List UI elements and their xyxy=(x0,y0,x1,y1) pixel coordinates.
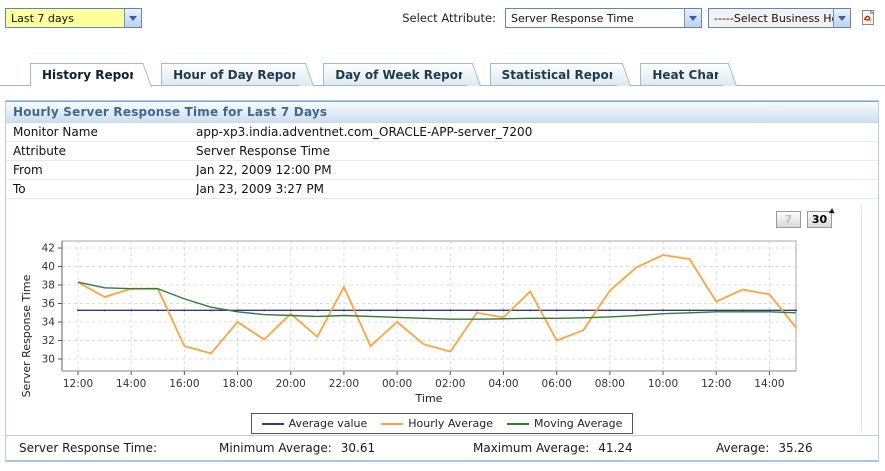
svg-text:08:00: 08:00 xyxy=(595,378,625,390)
to-date-value: Jan 23, 2009 3:27 PM xyxy=(196,182,324,196)
tab-statistical-report[interactable]: Statistical Report xyxy=(489,63,623,85)
svg-text:12:00: 12:00 xyxy=(701,378,731,390)
tab-label: Statistical Report xyxy=(501,68,621,82)
svg-text:18:00: 18:00 xyxy=(222,378,252,390)
legend-label: Average value xyxy=(288,417,368,430)
svg-text:34: 34 xyxy=(42,317,56,329)
row-label: To xyxy=(13,182,26,196)
top-toolbar: Last 7 days Select Attribute: Server Res… xyxy=(5,7,877,29)
chart-legend: Average value Hourly Average Moving Aver… xyxy=(250,413,634,434)
minimum-average: Minimum Average: 30.61 xyxy=(219,441,473,455)
pdf-export-icon[interactable] xyxy=(859,9,877,27)
legend-item-hourly-average: Hourly Average xyxy=(381,417,493,430)
moving-average-swatch xyxy=(507,422,530,425)
svg-text:16:00: 16:00 xyxy=(169,378,199,390)
summary-prefix: Server Response Time: xyxy=(19,441,158,455)
tab-label: Heat Chart xyxy=(652,68,726,82)
report-info-table: Monitor Name app-xp3.india.adventnet.com… xyxy=(6,123,878,199)
tab-label: History Report xyxy=(42,68,142,82)
period-7-button[interactable]: 7 xyxy=(776,211,801,228)
svg-text:38: 38 xyxy=(42,280,55,292)
report-tabs: History Report Hour of Day Report Day of… xyxy=(0,61,885,86)
svg-text:14:00: 14:00 xyxy=(116,378,146,390)
average-value: 35.26 xyxy=(778,441,813,455)
svg-text:20:00: 20:00 xyxy=(276,378,306,390)
average-label: Average: xyxy=(716,441,770,455)
tab-label: Hour of Day Report xyxy=(173,68,304,82)
attribute-select[interactable]: Server Response Time xyxy=(505,8,702,28)
period-30-label: 30 xyxy=(811,213,828,226)
svg-text:42: 42 xyxy=(42,243,55,255)
chevron-down-icon xyxy=(833,9,850,27)
svg-text:06:00: 06:00 xyxy=(542,378,572,390)
tab-day-of-week-report[interactable]: Day of Week Report xyxy=(323,63,472,85)
minimum-average-label: Minimum Average: xyxy=(219,441,332,455)
svg-text:40: 40 xyxy=(42,261,55,273)
x-axis-label: Time xyxy=(415,392,443,405)
svg-text:00:00: 00:00 xyxy=(382,378,412,390)
legend-item-average-value: Average value xyxy=(261,417,368,430)
chart-cell-border xyxy=(861,205,862,433)
maximum-average-label: Maximum Average: xyxy=(473,441,590,455)
chevron-down-icon xyxy=(684,9,701,27)
report-title: Hourly Server Response Time for Last 7 D… xyxy=(6,101,878,123)
tab-heat-chart[interactable]: Heat Chart xyxy=(640,63,728,85)
tab-history-report[interactable]: History Report xyxy=(30,63,144,86)
row-label: Attribute xyxy=(13,144,66,158)
svg-text:36: 36 xyxy=(42,298,56,310)
attribute-select-value: Server Response Time xyxy=(511,12,634,25)
select-attribute-label: Select Attribute: xyxy=(402,11,496,25)
time-range-value: Last 7 days xyxy=(6,9,124,27)
hourly-average-swatch xyxy=(381,422,404,425)
report-panel: Hourly Server Response Time for Last 7 D… xyxy=(5,100,879,462)
legend-item-moving-average: Moving Average xyxy=(507,417,622,430)
legend-label: Moving Average xyxy=(534,417,623,430)
svg-text:04:00: 04:00 xyxy=(488,378,518,390)
svg-text:30: 30 xyxy=(42,354,55,366)
period-30-button[interactable]: 30 xyxy=(807,208,837,228)
svg-text:12:00: 12:00 xyxy=(63,378,93,390)
maximum-average-value: 41.24 xyxy=(598,441,633,455)
svg-text:02:00: 02:00 xyxy=(435,378,465,390)
table-row: Monitor Name app-xp3.india.adventnet.com… xyxy=(6,123,878,142)
average-value-swatch xyxy=(261,422,284,425)
overall-average: Average: 35.26 xyxy=(716,441,813,455)
period-buttons: 7 30 xyxy=(776,208,837,228)
chevron-down-icon xyxy=(124,9,141,27)
from-date-value: Jan 22, 2009 12:00 PM xyxy=(196,163,332,177)
svg-text:22:00: 22:00 xyxy=(329,378,359,390)
svg-text:32: 32 xyxy=(42,335,55,347)
table-row: To Jan 23, 2009 3:27 PM xyxy=(6,180,878,199)
tab-label: Day of Week Report xyxy=(335,68,470,82)
svg-text:14:00: 14:00 xyxy=(754,378,784,390)
row-label: Monitor Name xyxy=(13,125,98,139)
svg-text:10:00: 10:00 xyxy=(648,378,678,390)
expand-arrow-icon xyxy=(828,208,837,216)
minimum-average-value: 30.61 xyxy=(340,441,376,455)
business-hours-select[interactable]: -----Select Business Ho xyxy=(708,8,851,28)
tab-hour-of-day-report[interactable]: Hour of Day Report xyxy=(161,63,306,85)
line-chart: 30 32 34 36 38 40 42 12:00 14:00 16:00 18:00 20:00 2… xyxy=(42,240,797,390)
chart-legend-row: Average value Hourly Average Moving Aver… xyxy=(6,413,878,434)
table-row: Attribute Server Response Time xyxy=(6,142,878,161)
table-row: From Jan 22, 2009 12:00 PM xyxy=(6,161,878,180)
legend-label: Hourly Average xyxy=(408,417,494,430)
maximum-average: Maximum Average: 41.24 xyxy=(473,441,716,455)
attribute-value: Server Response Time xyxy=(196,144,330,158)
time-range-select[interactable]: Last 7 days xyxy=(5,8,142,28)
monitor-name-value: app-xp3.india.adventnet.com_ORACLE-APP-s… xyxy=(196,125,533,139)
row-label: From xyxy=(13,163,43,177)
summary-strip: Server Response Time: Minimum Average: 3… xyxy=(6,435,878,460)
business-hours-select-value: -----Select Business Ho xyxy=(709,9,833,27)
